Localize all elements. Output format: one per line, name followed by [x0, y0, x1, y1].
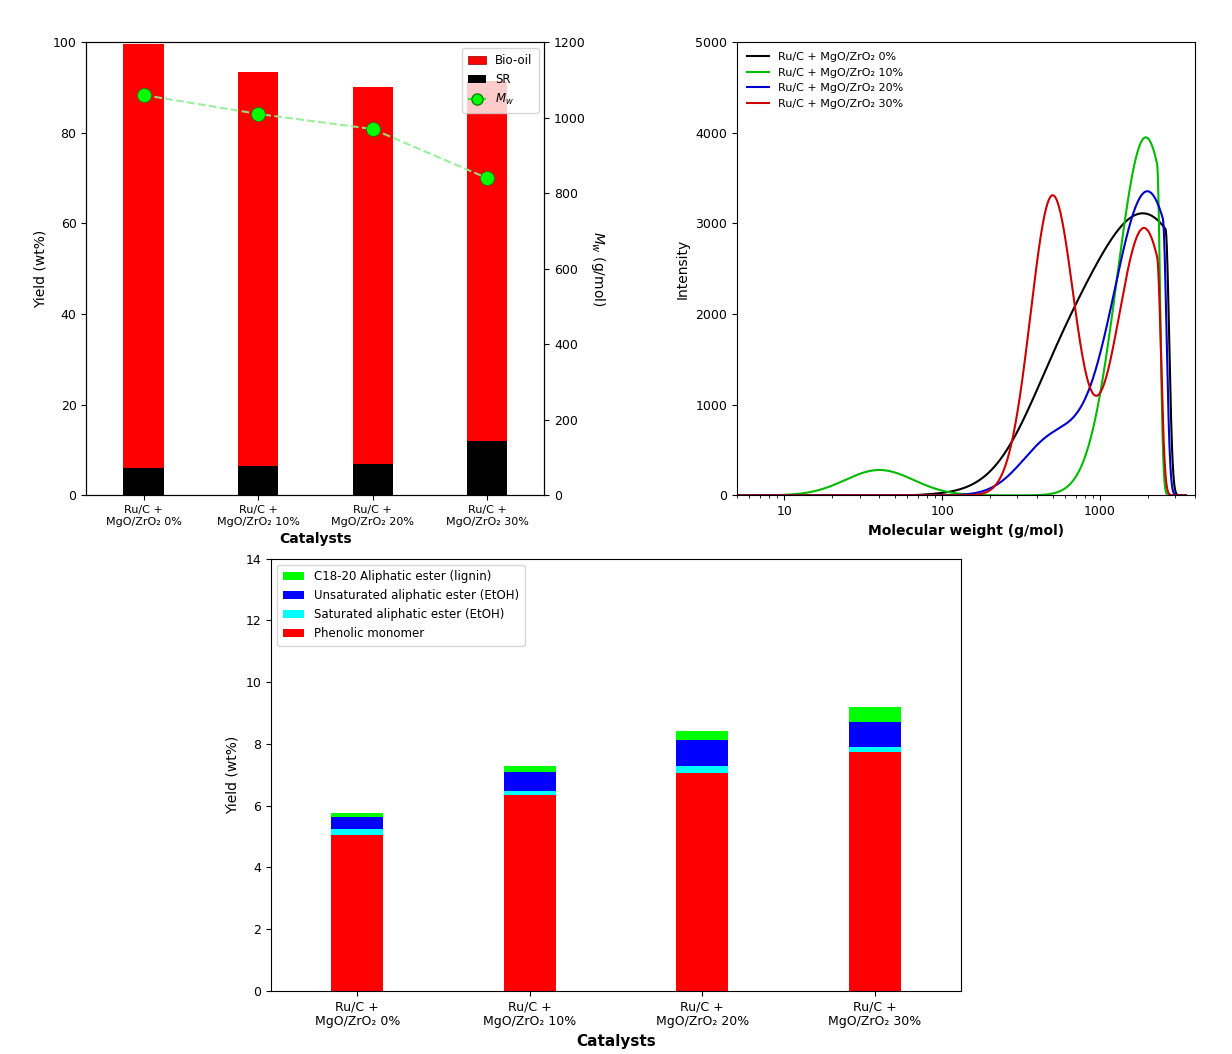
Ru/C + MgO/ZrO₂ 20%	[1083, 379, 1098, 392]
Ru/C + MgO/ZrO₂ 10%	[1165, 489, 1180, 502]
Bar	[676, 731, 728, 740]
Line: $M_w$: $M_w$	[137, 89, 494, 186]
Line: Ru/C + MgO/ZrO₂ 20%: Ru/C + MgO/ZrO₂ 20%	[737, 191, 1186, 495]
Ru/C + MgO/ZrO₂ 0%	[729, 489, 744, 502]
Bar	[676, 774, 728, 991]
$M_w$	[250, 108, 265, 120]
Legend: Ru/C + MgO/ZrO₂ 0%, Ru/C + MgO/ZrO₂ 10%, Ru/C + MgO/ZrO₂ 20%, Ru/C + MgO/ZrO₂ 30: Ru/C + MgO/ZrO₂ 0%, Ru/C + MgO/ZrO₂ 10%,…	[743, 47, 908, 113]
Ru/C + MgO/ZrO₂ 30%	[936, 489, 951, 502]
Y-axis label: Intensity: Intensity	[675, 238, 690, 299]
Ru/C + MgO/ZrO₂ 30%	[753, 489, 768, 502]
Ru/C + MgO/ZrO₂ 0%	[753, 489, 768, 502]
Bar	[331, 817, 383, 829]
Bar	[467, 81, 508, 441]
Line: Ru/C + MgO/ZrO₂ 0%: Ru/C + MgO/ZrO₂ 0%	[737, 213, 1186, 495]
Ru/C + MgO/ZrO₂ 20%	[936, 489, 951, 502]
$M_w$	[136, 89, 150, 101]
Ru/C + MgO/ZrO₂ 20%	[1165, 485, 1180, 497]
Bar	[676, 766, 728, 774]
Line: Ru/C + MgO/ZrO₂ 30%: Ru/C + MgO/ZrO₂ 30%	[737, 195, 1186, 495]
X-axis label: Catalysts: Catalysts	[278, 532, 351, 546]
Ru/C + MgO/ZrO₂ 30%	[1179, 489, 1194, 502]
Bar	[238, 72, 278, 466]
Ru/C + MgO/ZrO₂ 30%	[1045, 189, 1060, 201]
Bar	[849, 722, 901, 747]
Bar	[849, 747, 901, 752]
Y-axis label: Yield (wt%): Yield (wt%)	[33, 230, 47, 308]
Bar	[331, 829, 383, 835]
Ru/C + MgO/ZrO₂ 0%	[936, 486, 951, 499]
Ru/C + MgO/ZrO₂ 20%	[729, 489, 744, 502]
Ru/C + MgO/ZrO₂ 0%	[1083, 269, 1098, 281]
Ru/C + MgO/ZrO₂ 20%	[753, 489, 768, 502]
Ru/C + MgO/ZrO₂ 30%	[1165, 489, 1180, 502]
Ru/C + MgO/ZrO₂ 30%	[729, 489, 744, 502]
Bar	[504, 795, 556, 991]
Ru/C + MgO/ZrO₂ 10%	[1165, 489, 1180, 502]
Bar	[123, 468, 164, 495]
Ru/C + MgO/ZrO₂ 30%	[1083, 383, 1098, 395]
Ru/C + MgO/ZrO₂ 10%	[729, 489, 744, 502]
Ru/C + MgO/ZrO₂ 20%	[1165, 484, 1180, 496]
Ru/C + MgO/ZrO₂ 10%	[947, 487, 962, 500]
Bar	[352, 464, 393, 495]
Bar	[467, 441, 508, 495]
Ru/C + MgO/ZrO₂ 10%	[1179, 489, 1194, 502]
Bar	[331, 814, 383, 817]
Ru/C + MgO/ZrO₂ 0%	[1179, 489, 1194, 502]
Ru/C + MgO/ZrO₂ 20%	[1140, 184, 1154, 197]
$M_w$	[479, 172, 494, 184]
Ru/C + MgO/ZrO₂ 0%	[1136, 207, 1151, 219]
Bar	[238, 466, 278, 495]
Y-axis label: Yield (wt%): Yield (wt%)	[225, 736, 240, 814]
Bar	[331, 835, 383, 991]
Ru/C + MgO/ZrO₂ 10%	[1083, 433, 1098, 446]
X-axis label: Catalysts: Catalysts	[577, 1034, 655, 1049]
Ru/C + MgO/ZrO₂ 30%	[947, 489, 962, 502]
Ru/C + MgO/ZrO₂ 20%	[1179, 489, 1194, 502]
Ru/C + MgO/ZrO₂ 10%	[753, 489, 768, 502]
Ru/C + MgO/ZrO₂ 10%	[936, 485, 951, 497]
Ru/C + MgO/ZrO₂ 20%	[947, 489, 962, 502]
Bar	[123, 44, 164, 468]
Bar	[352, 87, 393, 464]
Bar	[504, 772, 556, 792]
Line: Ru/C + MgO/ZrO₂ 10%: Ru/C + MgO/ZrO₂ 10%	[737, 137, 1186, 495]
Ru/C + MgO/ZrO₂ 30%	[1165, 489, 1180, 502]
Bar	[849, 752, 901, 991]
Bar	[849, 707, 901, 722]
X-axis label: Molecular weight (g/mol): Molecular weight (g/mol)	[867, 524, 1064, 538]
Legend: C18-20 Aliphatic ester (lignin), Unsaturated aliphatic ester (EtOH), Saturated a: C18-20 Aliphatic ester (lignin), Unsatur…	[277, 565, 525, 646]
$M_w$	[365, 122, 379, 135]
Legend: Bio-oil, SR, $M_w$: Bio-oil, SR, $M_w$	[462, 48, 538, 113]
Ru/C + MgO/ZrO₂ 0%	[947, 484, 962, 496]
Ru/C + MgO/ZrO₂ 10%	[1138, 131, 1153, 143]
Bar	[504, 792, 556, 795]
Bar	[676, 740, 728, 766]
Ru/C + MgO/ZrO₂ 0%	[1165, 464, 1180, 476]
Y-axis label: $M_w$ (g/mol): $M_w$ (g/mol)	[589, 231, 607, 307]
Bar	[504, 766, 556, 772]
Ru/C + MgO/ZrO₂ 0%	[1165, 460, 1180, 472]
